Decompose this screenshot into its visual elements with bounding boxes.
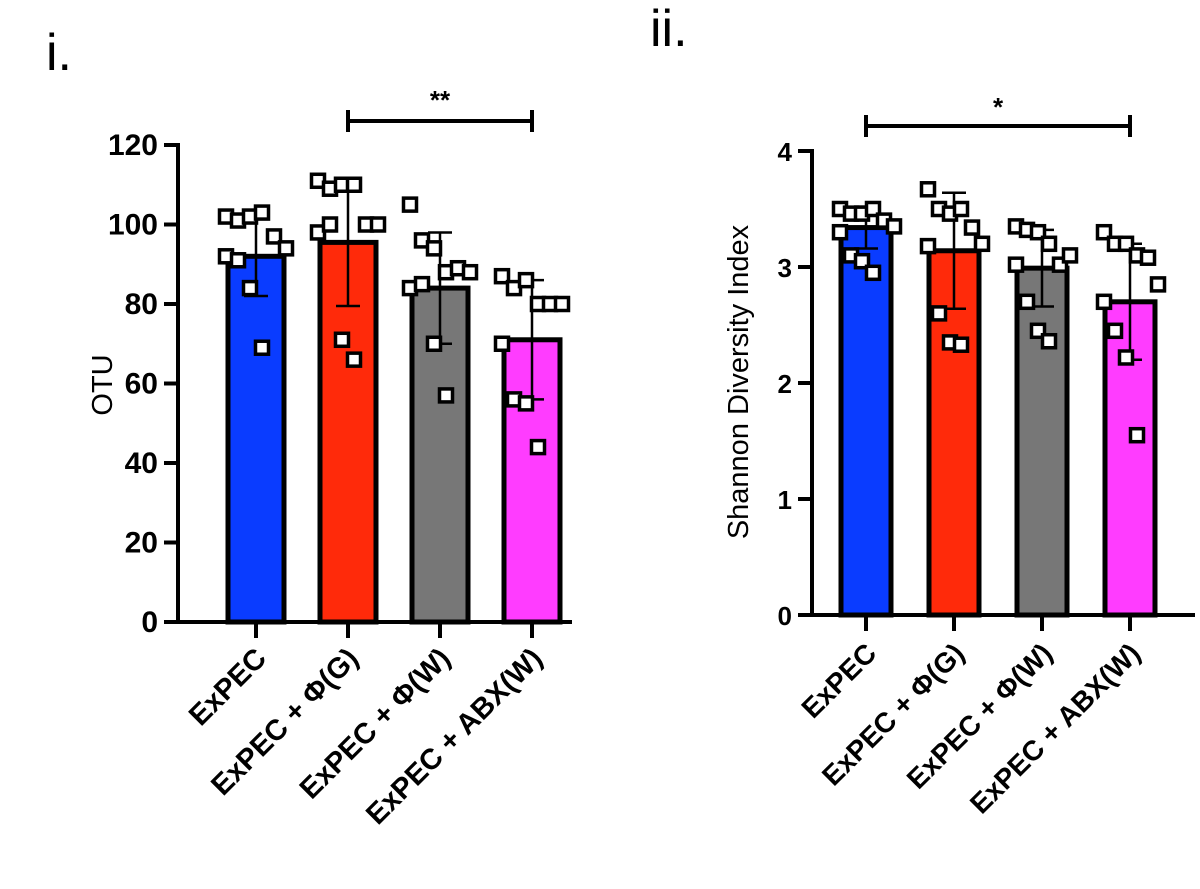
data-point [1040,235,1058,253]
data-point [493,335,511,352]
panel-shannon: ii. Shannon Diversity Index 0 1 2 3 4 ExPEC Ex… [650,0,1195,820]
bars-otu [225,239,563,625]
y-tick-label: 0 [141,606,158,639]
data-point [1139,249,1157,266]
error-bars-otu [244,177,544,401]
significance-otu: ** [346,85,534,132]
data-point [493,267,511,285]
significance-shannon: * [864,92,1132,137]
data-point [345,351,363,368]
y-tick-label: 40 [125,447,158,480]
points-shannon [831,181,1167,444]
data-point [229,252,247,269]
y-tick-label: 20 [125,527,158,560]
data-point [253,204,271,221]
y-tick-label: 2 [778,369,792,399]
bar [225,253,287,625]
y-axis-title-otu: OTU [87,354,119,415]
data-point [517,271,535,289]
y-tick-label: 1 [778,485,792,515]
data-point [853,252,871,270]
data-point [1018,293,1036,311]
data-point [333,331,351,349]
data-point [919,181,937,198]
data-point [321,216,339,233]
data-point [885,218,903,235]
data-point [425,335,443,352]
error-bars-shannon [854,191,1142,362]
data-point [1095,223,1113,241]
points-otu [217,172,571,456]
data-point [345,176,363,193]
data-point [1117,235,1135,253]
x-category-label: ExPEC [795,637,882,724]
x-category-label: ExPEC + ABX(W) [360,642,549,831]
significance-label: ** [430,85,451,115]
data-point [1007,256,1025,273]
y-axis-title-shannon: Shannon Diversity Index [723,224,755,539]
panel-label-ii: ii. [650,0,688,58]
data-point [401,196,419,213]
data-point [930,305,948,322]
bars-shannon [838,225,1158,618]
data-point [277,240,295,257]
data-point [919,237,937,255]
data-point [253,339,271,356]
data-point [369,216,387,233]
y-tick-label: 4 [778,137,793,167]
data-point [831,223,849,241]
data-point [1061,247,1079,264]
y-tick-label: 3 [778,253,792,283]
y-tick-label: 0 [778,601,792,631]
data-point [529,438,547,456]
data-point [265,228,283,245]
data-point [1117,349,1135,366]
data-point [517,395,535,412]
data-point [437,387,455,404]
data-point [1095,293,1113,311]
data-point [952,200,970,218]
data-point [1149,276,1167,293]
data-point [461,263,479,281]
y-tick-label: 100 [108,209,158,242]
y-tick-label: 80 [125,288,158,321]
bar [1014,265,1070,618]
x-category-label: ExPEC + ABX(W) [964,637,1146,819]
data-point [973,235,991,253]
data-point [241,279,259,297]
data-point [952,336,970,353]
significance-label: * [993,92,1004,122]
data-point [864,264,882,282]
data-point [1128,426,1146,444]
x-category-label: ExPEC [183,642,273,732]
data-point [425,240,443,257]
data-point [1040,332,1058,350]
data-point [1029,223,1047,241]
panel-label-i: i. [46,24,72,82]
bar [838,225,894,618]
y-tick-label: 60 [125,368,158,401]
y-tick-label: 120 [108,129,158,162]
data-point [553,295,571,313]
data-point [1106,322,1124,340]
data-point [963,219,981,236]
data-point [413,275,431,293]
data-point [864,200,882,218]
